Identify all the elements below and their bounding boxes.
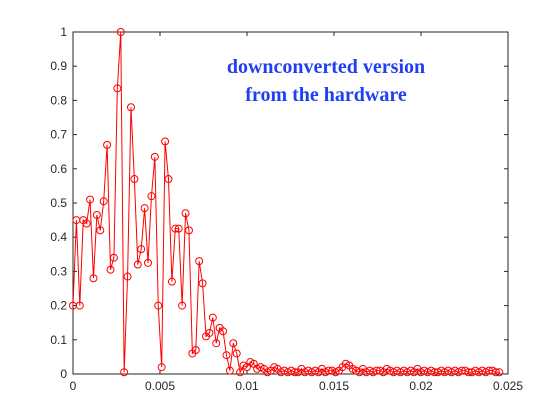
y-tick-label: 0 [60,367,67,381]
data-point [157,363,166,372]
y-tick-label: 0.6 [50,162,67,176]
data-point [195,257,204,266]
y-tick-label: 0.4 [50,230,67,244]
x-tick-label: 0.005 [145,379,175,393]
data-point [144,258,153,267]
data-point [120,368,129,377]
data-point [219,327,228,336]
data-point [236,368,245,377]
x-tick-label: 0.02 [409,379,433,393]
data-point [225,366,234,375]
data-point [167,277,176,286]
y-tick-label: 0.9 [50,59,67,73]
data-point [232,349,241,358]
data-point [96,226,105,235]
data-point [222,351,231,360]
data-point [109,253,118,262]
y-tick-label: 0.1 [50,333,67,347]
data-point [205,328,214,337]
data-point [123,272,132,281]
data-point [181,209,190,218]
data-point [137,245,146,254]
data-point [106,265,115,274]
data-point [147,192,156,201]
annotation-line-1: downconverted version [227,56,425,78]
y-tick-label: 0.3 [50,264,67,278]
x-tick-label: 0.015 [319,379,349,393]
data-point [154,301,163,310]
data-point [161,137,170,146]
data-point [126,103,135,112]
data-point [89,274,98,283]
data-point [495,368,504,377]
data-point [174,224,183,233]
y-tick-label: 0.7 [50,128,67,142]
x-tick-label: 0 [70,379,77,393]
data-point [150,152,159,161]
data-point [290,368,299,377]
data-point [198,279,207,288]
data-point [130,175,139,184]
data-point [103,140,112,149]
y-tick-label: 1 [60,25,67,39]
data-point [208,313,217,322]
data-point [113,84,122,93]
data-point [191,346,200,355]
data-point [86,195,95,204]
data-point [99,197,108,206]
data-point [178,301,187,310]
x-tick-label: 0.025 [493,379,523,393]
y-axis-ticks: 0 0.1 0.2 0.3 0.4 0.5 0.6 0.7 0.8 0.9 1 [50,25,508,381]
data-point [212,339,221,348]
x-tick-label: 0.01 [235,379,259,393]
data-point [164,175,173,184]
data-point [229,339,238,348]
x-axis-ticks: 0 0.005 0.01 0.015 0.02 0.025 [70,32,523,393]
data-point [491,368,500,377]
data-point [75,301,84,310]
y-tick-label: 0.5 [50,196,67,210]
y-tick-label: 0.2 [50,299,67,313]
data-point [82,219,91,228]
data-point [133,260,142,269]
data-point [140,204,149,213]
data-point [171,224,180,233]
data-point [116,28,125,36]
data-point [184,226,193,235]
plot-area [72,31,509,375]
annotation-line-2: from the hardware [245,84,407,106]
series-layer [69,28,504,377]
y-tick-label: 0.8 [50,93,67,107]
data-point [92,210,101,219]
